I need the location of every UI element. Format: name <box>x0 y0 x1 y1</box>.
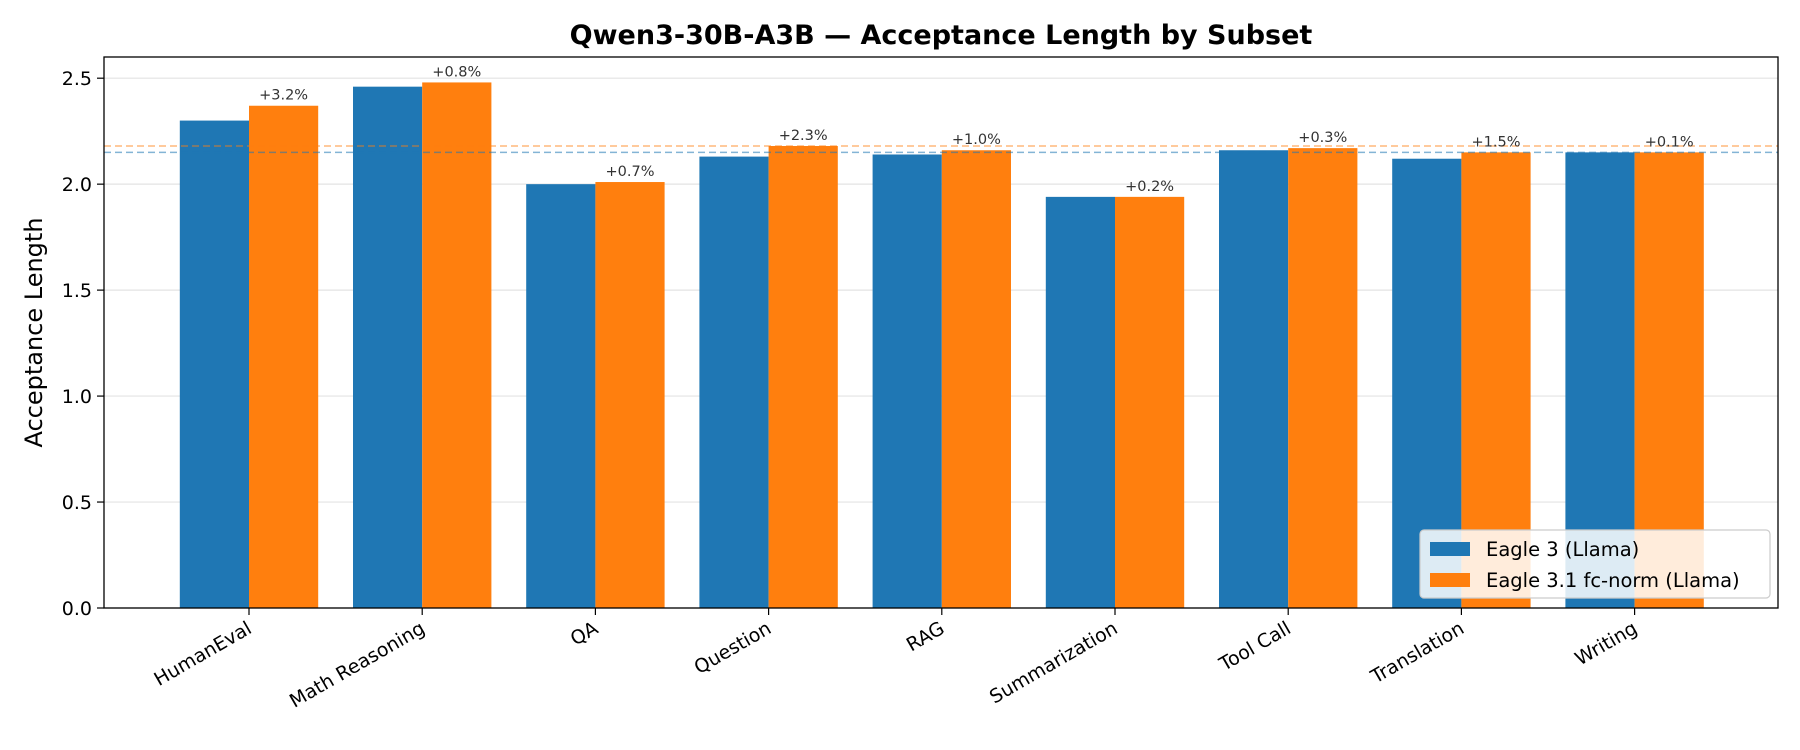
bar-annotation: +0.8% <box>432 64 481 80</box>
y-tick-label: 1.0 <box>62 386 92 408</box>
bar-eagle31-summarization <box>1115 196 1185 608</box>
bar-eagle31-rag <box>941 150 1011 608</box>
legend-label-eagle31: Eagle 3.1 fc-norm (Llama) <box>1486 569 1740 592</box>
bar-eagle3-math-reasoning <box>353 86 423 608</box>
bar-eagle3-rag <box>872 154 942 608</box>
bar-eagle3-summarization <box>1045 196 1115 608</box>
legend-swatch-eagle31 <box>1430 573 1470 587</box>
annotations: +3.2% +0.8% +0.7% +2.3% +1.0% +0.2% +0.3% +1.5%… <box>259 64 1694 194</box>
y-tick-label: 0.5 <box>62 492 92 514</box>
legend: Eagle 3 (Llama) Eagle 3.1 fc-norm (Llama… <box>1419 529 1771 599</box>
bar-eagle31-qa <box>595 182 665 609</box>
legend-box <box>1419 529 1771 599</box>
bar-eagle3-tool-call <box>1219 150 1289 608</box>
bar-eagle31-question <box>768 146 838 608</box>
bar-eagle3-humaneval <box>179 120 249 609</box>
mean-lines <box>104 145 1778 154</box>
chart-title: Qwen3-30B-A3B — Acceptance Length by Sub… <box>570 20 1313 51</box>
y-tick-label: 0.0 <box>62 598 92 620</box>
bar-annotation: +3.2% <box>259 88 308 104</box>
bar-annotation: +2.3% <box>779 128 828 144</box>
legend-label-eagle3: Eagle 3 (Llama) <box>1486 538 1639 561</box>
bar-eagle31-math-reasoning <box>422 82 492 608</box>
bar-eagle3-question <box>699 156 769 608</box>
bar-eagle31-tool-call <box>1288 148 1358 608</box>
bar-annotation: +0.3% <box>1298 130 1347 146</box>
legend-swatch-eagle3 <box>1430 542 1470 556</box>
bar-annotation: +1.5% <box>1472 134 1521 150</box>
bar-eagle31-humaneval <box>249 105 319 608</box>
bar-annotation: +0.1% <box>1645 134 1694 150</box>
plot-frame <box>103 56 1779 609</box>
y-tick-label: 2.5 <box>62 68 92 90</box>
y-tick-label: 1.5 <box>62 280 92 302</box>
y-axis-label: Acceptance Length <box>20 217 48 447</box>
bar-annotation: +0.7% <box>606 164 655 180</box>
bar-eagle3-qa <box>526 184 596 608</box>
bars <box>179 82 1704 609</box>
bar-annotation: +1.0% <box>952 132 1001 148</box>
y-tick-label: 2.0 <box>62 174 92 196</box>
y-axis-ticks: 0.0 0.5 1.0 1.5 2.0 2.5 <box>62 68 104 620</box>
bar-annotation: +0.2% <box>1125 179 1174 195</box>
